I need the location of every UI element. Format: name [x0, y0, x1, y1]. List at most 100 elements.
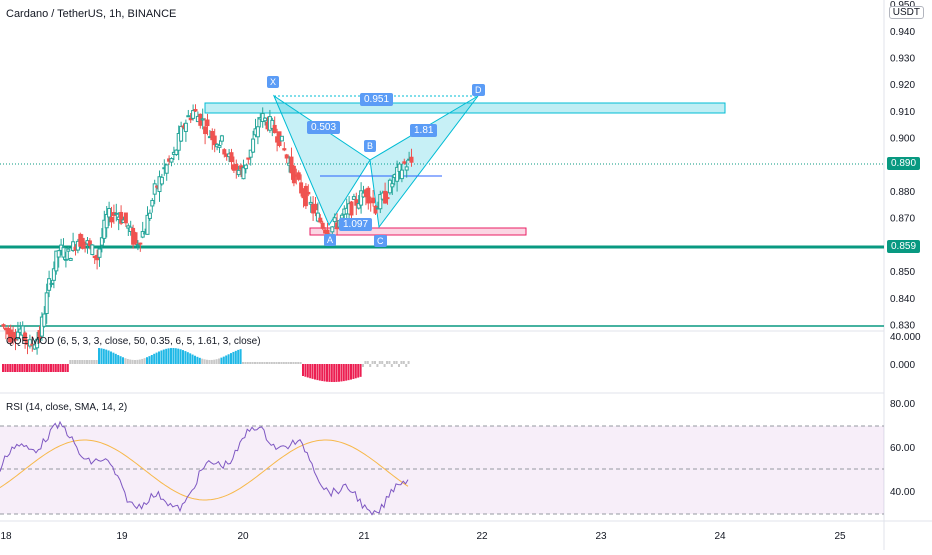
rsi-ma-line [0, 439, 409, 501]
candle-body [27, 339, 32, 347]
qqe-bar [314, 364, 316, 380]
qqe-bar [362, 364, 364, 367]
qqe-bar [285, 362, 288, 364]
time-axis-label: 21 [358, 531, 370, 542]
candle-body [378, 194, 383, 210]
price-tick-label: 0.930 [890, 54, 915, 65]
qqe-bar [2, 364, 4, 372]
qqe-bar [45, 364, 48, 372]
candle-body [51, 268, 56, 281]
qqe-bar [340, 364, 343, 382]
candle-body [193, 109, 198, 112]
candle-body [366, 187, 371, 204]
qqe-bar [93, 360, 96, 364]
qqe-bar [294, 362, 297, 364]
support-price-tag: 0.859 [887, 240, 921, 253]
ratio-xd[interactable]: 0.951 [360, 93, 394, 106]
qqe-bar [402, 361, 405, 364]
qqe-bar [275, 362, 278, 364]
time-axis-label: 23 [595, 531, 607, 542]
candle-body [229, 152, 234, 163]
ratio-xab[interactable]: 0.503 [307, 121, 341, 134]
qqe-bar [50, 364, 52, 372]
candle-body [159, 176, 164, 185]
qqe-bar [196, 356, 199, 364]
candle-body [279, 135, 284, 142]
pattern-point-d[interactable]: D [472, 84, 485, 96]
price-tick-label: 0.920 [890, 80, 915, 91]
symbol-title[interactable]: Cardano / TetherUS, 1h, BINANCE [6, 8, 177, 20]
candle-body [99, 237, 104, 246]
pattern-point-c[interactable]: C [374, 235, 387, 247]
rsi-tick-label: 60.00 [890, 443, 915, 454]
qqe-bar [153, 353, 156, 364]
candle-body [359, 190, 364, 206]
qqe-bar [381, 361, 384, 364]
candle-body [152, 183, 157, 195]
time-axis-label: 19 [116, 531, 128, 542]
candle-body [119, 211, 124, 224]
qqe-bar [369, 364, 372, 367]
qqe-bar [371, 361, 374, 364]
qqe-bar [266, 362, 268, 364]
candle-body [219, 135, 224, 142]
qqe-bar [366, 361, 369, 364]
candle-body [371, 197, 376, 204]
candle-body [49, 282, 54, 285]
qqe-bar [131, 359, 134, 364]
qqe-bar [218, 358, 220, 364]
candle-body [87, 240, 92, 247]
qqe-bar [119, 356, 122, 364]
qqe-tick-label: 0.000 [890, 360, 915, 371]
candle-body [20, 325, 25, 336]
qqe-bar [359, 364, 362, 377]
rsi-title[interactable]: RSI (14, close, SMA, 14, 2) [6, 402, 128, 413]
candle-body [164, 164, 169, 174]
candle-body [397, 163, 402, 172]
ratio-abc[interactable]: 1.097 [339, 218, 373, 231]
candle-body [114, 212, 119, 215]
qqe-bar [59, 364, 62, 372]
pattern-point-a[interactable]: A [324, 234, 337, 246]
qqe-bar [18, 364, 21, 372]
candle-body [150, 199, 155, 207]
candle-body [56, 250, 61, 258]
qqe-bar [191, 354, 194, 364]
qqe-bar [38, 364, 40, 372]
candle-body [320, 222, 325, 229]
qqe-bar [395, 361, 398, 364]
candle-body [68, 257, 73, 261]
qqe-bar [143, 358, 146, 364]
pattern-point-x[interactable]: X [267, 76, 280, 88]
currency-badge[interactable]: USDT [888, 6, 924, 19]
candle-body [66, 248, 71, 252]
candle-body [169, 158, 174, 163]
qqe-bar [62, 364, 64, 372]
candle-body [71, 241, 76, 251]
qqe-bar [398, 364, 400, 367]
qqe-bar [273, 362, 276, 364]
candle-body [270, 119, 275, 129]
qqe-bar [239, 349, 242, 364]
pattern-point-b[interactable]: B [364, 140, 377, 152]
qqe-bar [400, 361, 403, 364]
candle-body [315, 212, 320, 222]
time-axis-label: 18 [0, 531, 12, 542]
candle-body [404, 166, 409, 171]
rsi-tick-label: 80.00 [890, 399, 915, 410]
qqe-bar [158, 351, 160, 364]
qqe-bar [354, 364, 357, 379]
qqe-bar [263, 362, 266, 364]
candle-body [248, 149, 253, 158]
pattern-triangle-bcd [369, 95, 479, 229]
candle-body [385, 197, 390, 200]
qqe-bar [170, 348, 172, 364]
qqe-bar [102, 348, 105, 364]
qqe-title[interactable]: QQE MOD (6, 5, 3, 3, close, 50, 0.35, 6,… [6, 336, 261, 347]
ratio-bcd[interactable]: 1.81 [410, 124, 438, 137]
qqe-bar [287, 362, 290, 364]
qqe-bar [220, 357, 223, 364]
candle-body [241, 167, 246, 180]
